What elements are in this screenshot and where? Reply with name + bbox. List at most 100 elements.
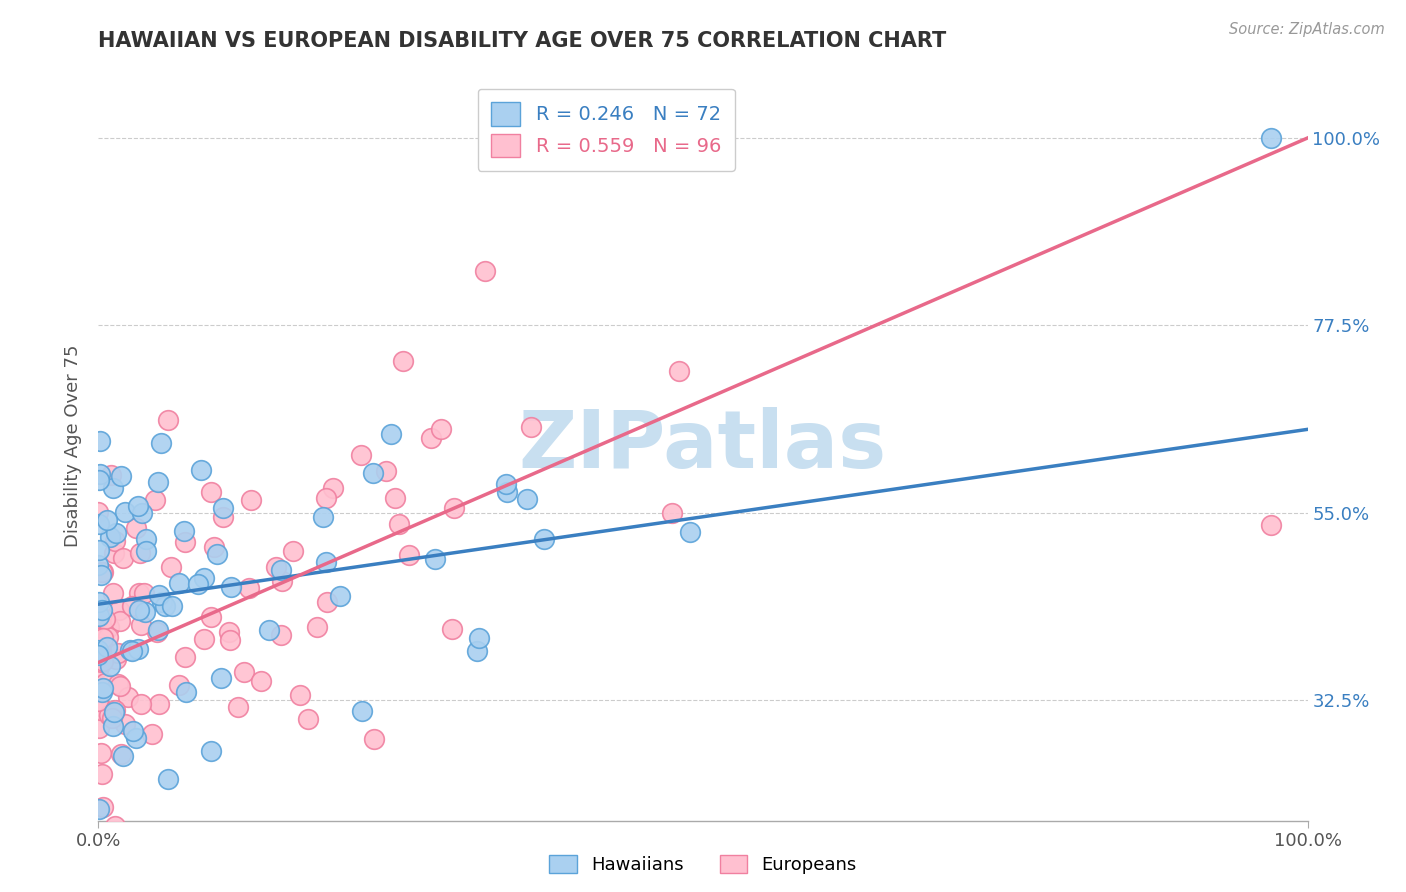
Point bbox=[228, 700, 250, 714]
Legend: R = 0.246   N = 72, R = 0.559   N = 96: R = 0.246 N = 72, R = 0.559 N = 96 bbox=[478, 88, 735, 171]
Point bbox=[110, 747, 132, 762]
Legend: Hawaiians, Europeans: Hawaiians, Europeans bbox=[540, 846, 866, 883]
Point bbox=[103, 719, 125, 733]
Point bbox=[146, 475, 169, 490]
Point bbox=[141, 727, 163, 741]
Point bbox=[270, 563, 292, 577]
Point bbox=[98, 707, 121, 722]
Point bbox=[87, 505, 110, 519]
Point bbox=[297, 712, 319, 726]
Point bbox=[240, 493, 263, 508]
Point bbox=[87, 802, 110, 816]
Point bbox=[329, 589, 352, 603]
Point bbox=[91, 641, 114, 656]
Point bbox=[218, 632, 240, 647]
Point bbox=[149, 436, 172, 450]
Point bbox=[1260, 131, 1282, 145]
Point bbox=[209, 672, 232, 686]
Point bbox=[388, 516, 411, 531]
Point bbox=[118, 643, 141, 657]
Point bbox=[104, 819, 127, 833]
Point bbox=[174, 649, 197, 664]
Point bbox=[200, 609, 222, 624]
Point bbox=[128, 585, 150, 599]
Point bbox=[125, 521, 148, 535]
Point bbox=[89, 434, 111, 448]
Point bbox=[153, 599, 176, 614]
Point bbox=[173, 524, 195, 538]
Point bbox=[467, 631, 489, 645]
Point bbox=[169, 678, 191, 692]
Point bbox=[87, 610, 110, 624]
Point bbox=[129, 617, 152, 632]
Point bbox=[495, 477, 517, 491]
Point bbox=[440, 622, 463, 636]
Point bbox=[90, 643, 112, 657]
Point bbox=[104, 652, 127, 666]
Point bbox=[474, 264, 496, 278]
Point bbox=[516, 492, 538, 507]
Point bbox=[315, 491, 337, 505]
Point bbox=[91, 870, 114, 884]
Point bbox=[167, 576, 190, 591]
Point bbox=[87, 543, 110, 558]
Point bbox=[121, 644, 143, 658]
Point bbox=[107, 647, 129, 661]
Point bbox=[135, 544, 157, 558]
Point bbox=[533, 533, 555, 547]
Point bbox=[101, 481, 124, 495]
Point bbox=[89, 698, 111, 713]
Point bbox=[129, 697, 152, 711]
Point bbox=[114, 716, 136, 731]
Point bbox=[97, 630, 120, 644]
Point bbox=[108, 603, 131, 617]
Point bbox=[392, 353, 415, 368]
Point bbox=[103, 546, 125, 560]
Point bbox=[380, 427, 402, 442]
Point bbox=[89, 640, 111, 654]
Point bbox=[668, 364, 690, 378]
Point bbox=[315, 555, 337, 569]
Point bbox=[98, 659, 121, 673]
Point bbox=[132, 585, 155, 599]
Point bbox=[288, 688, 311, 702]
Point bbox=[91, 565, 114, 579]
Point bbox=[187, 577, 209, 591]
Point bbox=[211, 501, 233, 516]
Point bbox=[87, 721, 110, 735]
Point bbox=[430, 422, 453, 436]
Point bbox=[363, 731, 385, 746]
Point bbox=[146, 625, 169, 640]
Point bbox=[218, 624, 240, 639]
Point bbox=[157, 413, 180, 427]
Point bbox=[93, 625, 115, 640]
Point bbox=[114, 505, 136, 519]
Point bbox=[193, 632, 215, 646]
Point bbox=[160, 599, 183, 613]
Point bbox=[312, 509, 335, 524]
Point bbox=[121, 599, 143, 614]
Point bbox=[361, 466, 384, 480]
Point bbox=[420, 431, 443, 445]
Point bbox=[350, 704, 373, 718]
Point bbox=[96, 513, 118, 527]
Point bbox=[128, 603, 150, 617]
Point bbox=[150, 594, 173, 608]
Point bbox=[91, 631, 114, 645]
Point bbox=[443, 501, 465, 516]
Point bbox=[90, 567, 112, 582]
Point bbox=[94, 676, 117, 690]
Point bbox=[398, 549, 420, 563]
Point bbox=[1260, 518, 1282, 533]
Point bbox=[89, 595, 111, 609]
Point bbox=[87, 643, 110, 657]
Point bbox=[87, 648, 110, 662]
Text: ZIPatlas: ZIPatlas bbox=[519, 407, 887, 485]
Text: HAWAIIAN VS EUROPEAN DISABILITY AGE OVER 75 CORRELATION CHART: HAWAIIAN VS EUROPEAN DISABILITY AGE OVER… bbox=[98, 31, 946, 51]
Point bbox=[108, 680, 131, 694]
Point bbox=[90, 746, 112, 760]
Point bbox=[89, 474, 111, 488]
Point bbox=[143, 493, 166, 508]
Point bbox=[264, 560, 287, 574]
Point bbox=[257, 623, 280, 637]
